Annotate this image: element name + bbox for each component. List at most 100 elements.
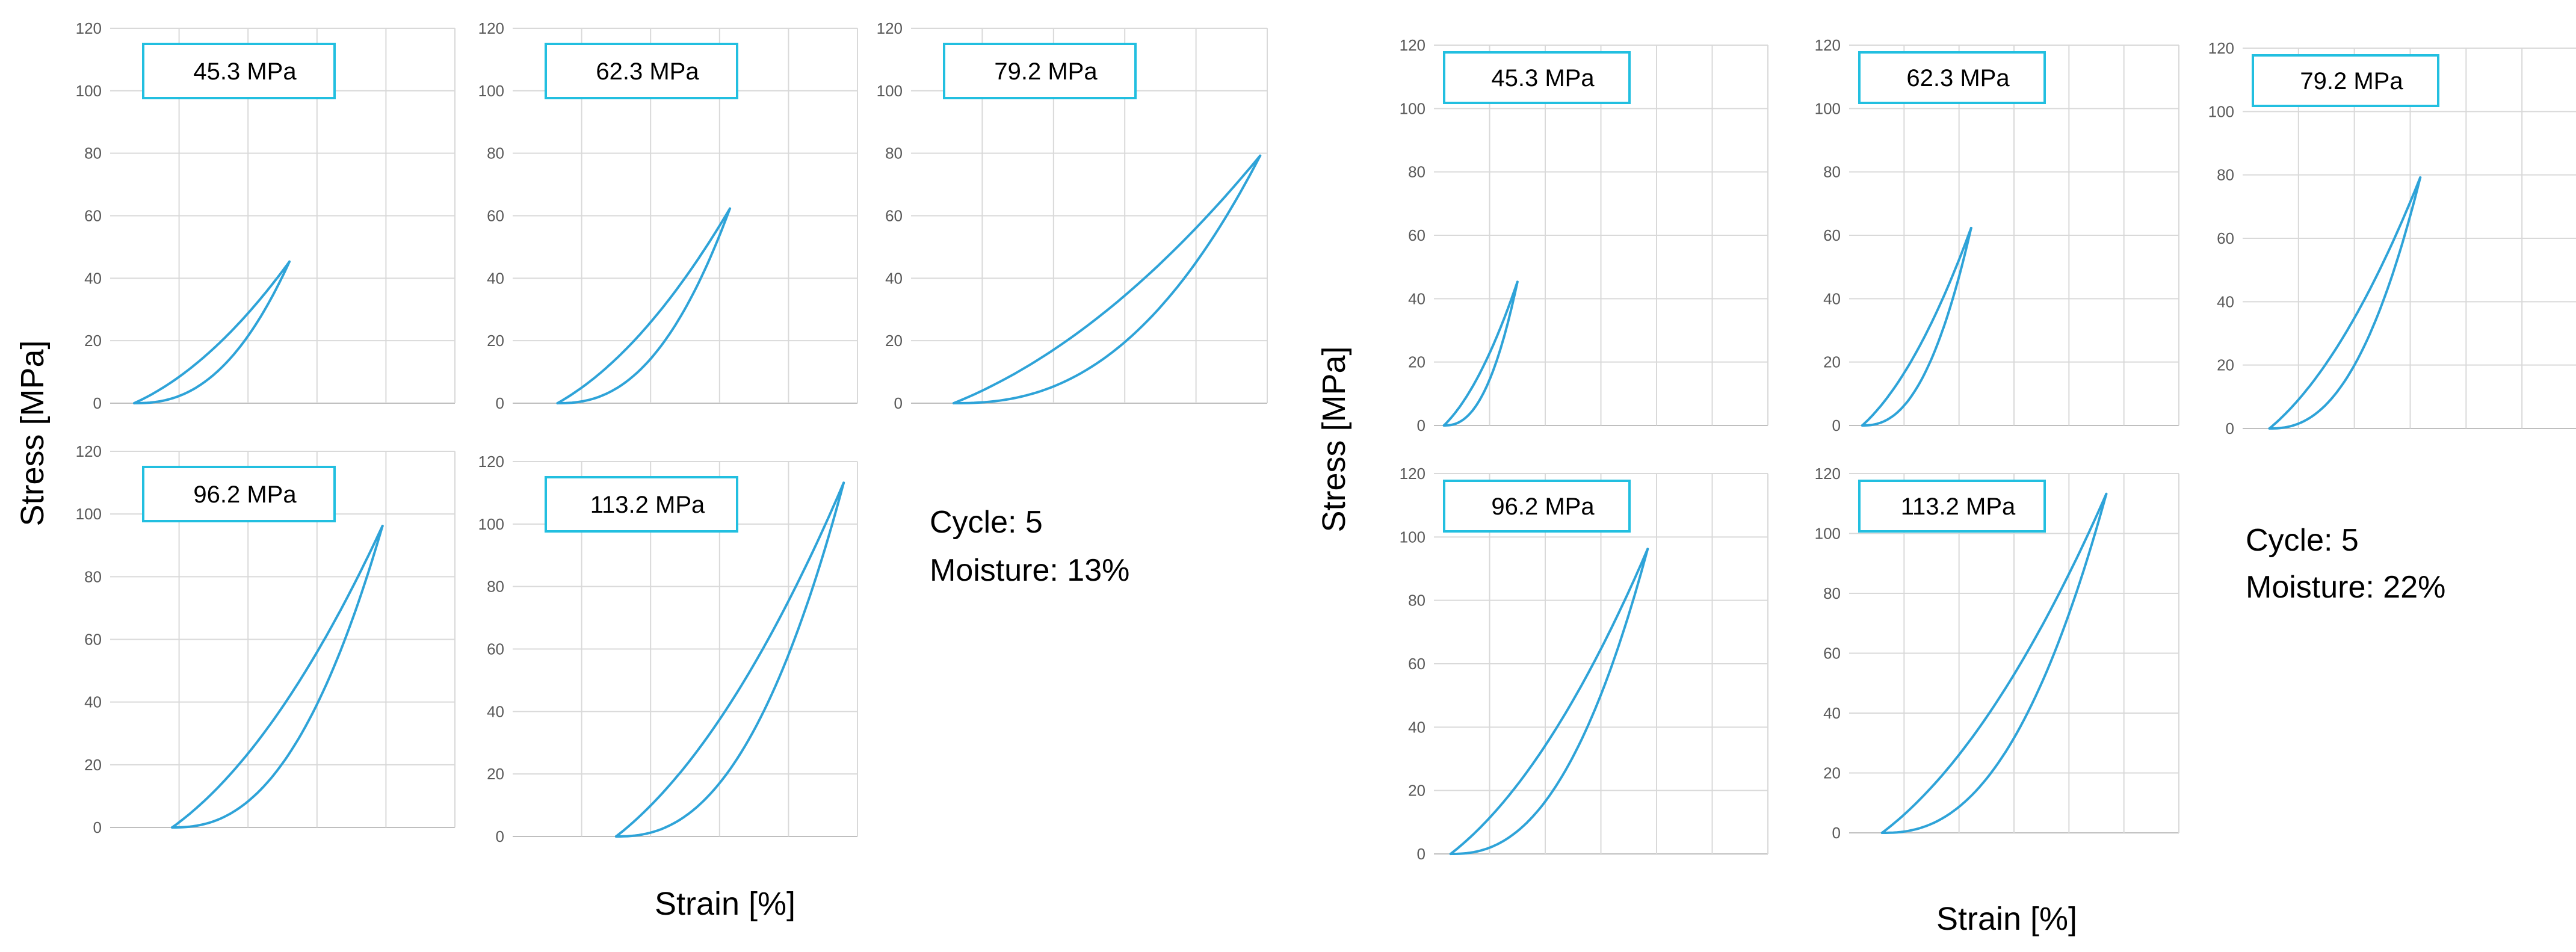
right-moisture-text: Moisture: 22%: [2246, 570, 2445, 605]
y-tick-label: 60: [487, 640, 504, 658]
y-tick-label: 80: [885, 144, 903, 162]
stress-label: 62.3 MPa: [1906, 65, 2010, 91]
y-tick-label: 20: [487, 332, 504, 350]
loading-curve: [1880, 492, 2108, 834]
loading-curve: [171, 525, 384, 829]
y-tick-label: 20: [1823, 764, 1841, 782]
unloading-curve: [171, 525, 384, 829]
y-tick-label: 100: [478, 82, 504, 100]
y-tick-label: 80: [1408, 163, 1425, 181]
y-tick-label: 100: [76, 82, 102, 100]
stress-label: 62.3 MPa: [596, 58, 699, 85]
stress-label: 113.2 MPa: [590, 492, 705, 518]
chart-panel: 0 20 40 60 80 100 120 113.2 MPa: [478, 453, 858, 845]
loading-curve: [1861, 226, 1972, 427]
y-tick-label: 40: [487, 702, 504, 720]
y-tick-label: 40: [1408, 718, 1425, 736]
stress-label-box: [1443, 480, 1631, 533]
stress-label-box: [943, 43, 1137, 99]
panels: 0 20 40 60 80 100 120 45.3 MPa 0 20 40 60 80 100 120 62…: [76, 19, 2576, 863]
right-cycle-text: Cycle: 5: [2246, 523, 2359, 558]
stress-label: 45.3 MPa: [193, 58, 297, 85]
y-tick-label: 0: [1832, 824, 1841, 842]
y-tick-label: 80: [1823, 163, 1841, 181]
y-tick-label: 100: [478, 515, 504, 533]
y-tick-label: 60: [1823, 644, 1841, 663]
y-tick-label: 120: [76, 442, 102, 460]
chart-panel: 0 20 40 60 80 100 120 62.3 MPa: [478, 19, 858, 412]
stress-label-box: [2252, 54, 2439, 107]
unloading-curve: [133, 260, 291, 404]
stress-label-box: [142, 43, 336, 99]
chart-panel: 0 20 40 60 80 100 120 79.2 MPa: [2208, 39, 2576, 437]
y-tick-label: 20: [1823, 353, 1841, 371]
y-tick-label: 100: [2208, 102, 2234, 120]
y-tick-label: 40: [2217, 292, 2234, 311]
y-tick-label: 80: [487, 578, 504, 596]
y-tick-label: 100: [1400, 528, 1425, 546]
chart-panel: 0 20 40 60 80 100 120 62.3 MPa: [1815, 36, 2179, 434]
y-tick-label: 40: [1823, 289, 1841, 308]
y-tick-label: 20: [1408, 782, 1425, 800]
y-tick-label: 120: [1400, 36, 1425, 54]
y-tick-label: 60: [1408, 226, 1425, 244]
loading-curve: [1442, 280, 1519, 427]
loading-curve: [133, 260, 291, 404]
loading-curve: [953, 154, 1262, 404]
y-tick-label: 0: [1417, 416, 1425, 434]
stress-label-box: [545, 43, 738, 99]
chart-panel: 0 20 40 60 80 100 120 96.2 MPa: [76, 442, 456, 836]
stress-label: 96.2 MPa: [1491, 493, 1595, 520]
y-tick-label: 120: [877, 19, 903, 37]
y-tick-label: 20: [1408, 353, 1425, 371]
y-tick-label: 0: [894, 394, 903, 412]
stress-label: 45.3 MPa: [1491, 65, 1595, 91]
unloading-curve: [614, 481, 845, 838]
y-tick-label: 0: [93, 818, 102, 836]
y-tick-label: 120: [1815, 36, 1841, 54]
unloading-curve: [1880, 492, 2108, 834]
left-y-axis-title: Stress [MPa]: [14, 340, 51, 526]
y-tick-label: 40: [885, 269, 903, 287]
y-tick-label: 60: [84, 631, 102, 649]
stress-label-box: [1443, 51, 1631, 104]
stress-label-box: [545, 476, 738, 533]
loading-curve: [2268, 176, 2422, 430]
loading-curve: [614, 481, 845, 838]
right-x-axis-title: Strain [%]: [1936, 901, 2077, 937]
unloading-curve: [2268, 176, 2422, 430]
y-tick-label: 120: [1400, 465, 1425, 483]
y-tick-label: 0: [2226, 419, 2234, 437]
y-tick-label: 120: [2208, 39, 2234, 57]
y-tick-label: 120: [76, 19, 102, 37]
y-tick-label: 80: [2217, 166, 2234, 184]
y-tick-label: 100: [1815, 99, 1841, 117]
y-tick-label: 80: [84, 567, 102, 586]
y-tick-label: 100: [1400, 99, 1425, 117]
y-tick-label: 80: [1408, 592, 1425, 610]
y-tick-label: 100: [76, 505, 102, 523]
y-tick-label: 20: [885, 332, 903, 350]
unloading-curve: [953, 154, 1262, 404]
y-tick-label: 40: [84, 693, 102, 711]
y-tick-label: 20: [84, 332, 102, 350]
y-tick-label: 80: [487, 144, 504, 162]
loading-curve: [1449, 548, 1649, 855]
stress-label: 79.2 MPa: [2300, 68, 2403, 94]
y-tick-label: 120: [478, 19, 504, 37]
y-tick-label: 0: [1417, 845, 1425, 863]
unloading-curve: [1442, 280, 1519, 427]
stress-label: 79.2 MPa: [994, 58, 1098, 85]
y-tick-label: 0: [1832, 416, 1841, 434]
y-tick-label: 40: [1408, 289, 1425, 308]
stress-label-box: [1858, 51, 2046, 104]
y-tick-label: 40: [487, 269, 504, 287]
y-tick-label: 60: [1408, 655, 1425, 673]
y-tick-label: 0: [496, 827, 504, 845]
stress-label: 113.2 MPa: [1901, 493, 2016, 520]
right-y-axis-title: Stress [MPa]: [1316, 346, 1352, 532]
y-tick-label: 80: [84, 144, 102, 162]
y-tick-label: 60: [1823, 226, 1841, 244]
y-tick-label: 0: [496, 394, 504, 412]
y-tick-label: 60: [885, 207, 903, 225]
